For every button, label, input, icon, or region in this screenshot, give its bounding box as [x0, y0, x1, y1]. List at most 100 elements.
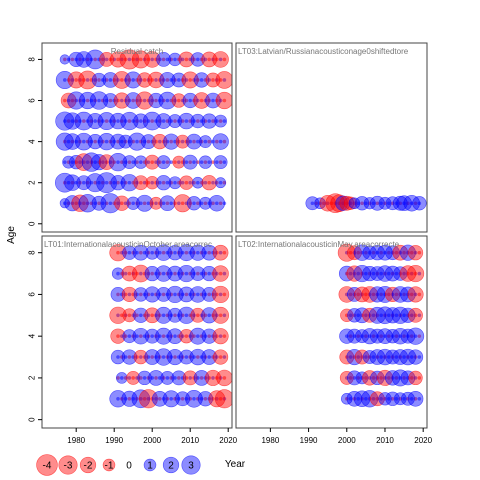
residual-bubble [167, 245, 183, 261]
filler-dot [139, 250, 143, 255]
panel-1: Residual catch [41, 42, 233, 233]
residual-bubble [122, 245, 137, 260]
residual-bubble [110, 349, 126, 365]
residual-bubble [177, 264, 196, 283]
filler-dot [142, 376, 147, 380]
filler-dot [135, 119, 139, 123]
filler-dot [101, 201, 105, 206]
filler-dot [196, 78, 200, 82]
residual-bubble [193, 72, 210, 88]
filler-dot [188, 396, 192, 401]
filler-dot [173, 355, 177, 359]
residual-bubble [68, 51, 84, 68]
residual-bubble [133, 113, 149, 129]
panel-3: LT01:InternationalacousticinOctober,area… [41, 235, 233, 429]
filler-dot [104, 180, 109, 185]
filler-dot [348, 201, 353, 206]
filler-dot [139, 334, 143, 338]
filler-dot [211, 57, 215, 62]
filler-dot [169, 57, 173, 62]
residual-bubble [131, 50, 150, 69]
filler-dot [158, 396, 162, 401]
filler-dot [196, 119, 200, 123]
filler-dot [394, 250, 399, 255]
x-axis: 1980 1990 2000 2010 2020 [261, 428, 433, 445]
filler-dot [184, 119, 189, 123]
filler-dot [188, 160, 192, 164]
residual-bubble [145, 245, 160, 260]
residual-bubble [59, 54, 70, 65]
filler-dot [78, 57, 82, 62]
filler-dot [169, 292, 173, 297]
residual-bubble [116, 372, 128, 384]
y-tick-label: 8 [28, 57, 37, 62]
filler-dot [379, 292, 383, 297]
filler-dot [379, 250, 383, 255]
residual-bubble [201, 328, 217, 344]
filler-dot [74, 119, 78, 123]
filler-dot [207, 57, 211, 62]
filler-dot [222, 313, 227, 318]
filler-dot [184, 160, 189, 164]
filler-dot [89, 57, 94, 62]
filler-dot [387, 201, 391, 206]
x-tick-label: 1990 [300, 436, 318, 445]
filler-dot [139, 139, 143, 144]
residual-bubble [193, 92, 210, 109]
filler-dot [89, 119, 94, 123]
filler-dot [123, 98, 128, 103]
residual-bubble [155, 244, 172, 261]
filler-dot [104, 57, 109, 62]
residual-bubble [133, 287, 148, 302]
legend-label: 3 [188, 461, 194, 472]
y-axis-label: Age [6, 226, 17, 244]
filler-dot [387, 292, 391, 297]
filler-dot [93, 139, 97, 144]
filler-dot [218, 355, 223, 359]
filler-dot [196, 180, 200, 185]
legend-label: 0 [126, 461, 132, 472]
filler-dot [127, 119, 132, 123]
residual-bubble [120, 174, 139, 192]
filler-dot [177, 201, 181, 206]
filler-dot [127, 376, 132, 380]
filler-dot [348, 396, 353, 401]
filler-dot [379, 396, 383, 401]
residual-bubble [190, 307, 206, 323]
filler-dot [123, 271, 128, 276]
residual-bubble [167, 328, 183, 344]
filler-dot [161, 78, 166, 82]
residual-bubble [136, 72, 153, 88]
filler-dot [108, 119, 113, 123]
filler-dot [165, 57, 170, 62]
filler-dot [165, 98, 170, 103]
filler-dot [154, 98, 158, 103]
filler-dot [379, 376, 383, 380]
filler-dot [417, 250, 422, 255]
filler-dot [348, 313, 353, 318]
filler-dot [196, 355, 200, 359]
residual-bubble [182, 154, 198, 170]
residual-bubble [111, 267, 125, 280]
filler-dot [139, 78, 143, 82]
filler-dot [196, 57, 200, 62]
residual-bubble [166, 349, 184, 366]
filler-dot [142, 396, 147, 401]
filler-dot [218, 271, 223, 276]
filler-dot [169, 271, 173, 276]
legend-bubble [162, 456, 180, 474]
filler-dot [387, 355, 391, 359]
filler-dot [104, 201, 109, 206]
filler-dot [169, 139, 173, 144]
legend-bubble [181, 455, 201, 475]
filler-dot [131, 78, 135, 82]
filler-dot [188, 292, 192, 297]
residual-bubble [122, 308, 137, 323]
residual-bubble [208, 390, 226, 408]
filler-dot [207, 139, 211, 144]
filler-dot [192, 201, 196, 206]
residual-bubble [91, 72, 107, 88]
residual-bubble [199, 196, 212, 210]
residual-bubble [160, 371, 175, 385]
panel-frame [235, 42, 428, 233]
